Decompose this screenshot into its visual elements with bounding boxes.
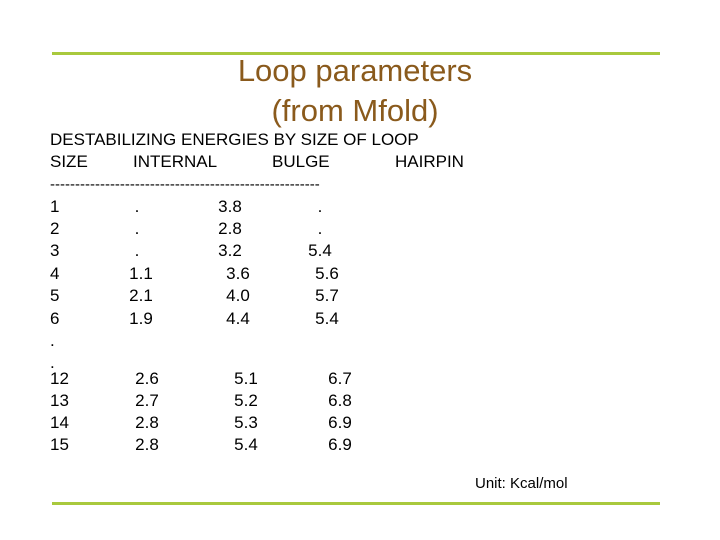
cell: 6.9: [328, 435, 352, 454]
cell: 2.8: [218, 219, 242, 238]
cell: 2.8: [135, 435, 159, 454]
cell: 5.1: [234, 369, 258, 388]
cell: .: [317, 219, 323, 238]
cell: 5.6: [315, 264, 339, 283]
cell: 6.7: [328, 369, 352, 388]
cell: 2.1: [129, 286, 153, 305]
cell: 1: [50, 197, 60, 216]
cell: 4.0: [226, 286, 250, 305]
cell: 6.8: [328, 391, 352, 410]
cell: 3.6: [226, 264, 250, 283]
cell: 14: [50, 413, 69, 432]
cell: .: [50, 353, 55, 372]
top-rule: [52, 52, 660, 55]
cell: 2.6: [135, 369, 159, 388]
separator: ----------------------------------------…: [50, 176, 320, 193]
cell: 4: [50, 264, 60, 283]
title-line: Loop parameters: [237, 53, 473, 88]
cell: 12: [50, 369, 69, 388]
table-heading: DESTABILIZING ENERGIES BY SIZE OF LOOP: [50, 130, 419, 149]
cell: 15: [50, 435, 69, 454]
cell: 2.8: [135, 413, 159, 432]
cell: 5.4: [308, 241, 332, 260]
column-header: HAIRPIN: [395, 152, 464, 171]
column-header: SIZE: [50, 152, 88, 171]
cell: .: [50, 331, 55, 350]
cell: 2.7: [135, 391, 159, 410]
bottom-rule: [52, 502, 660, 505]
cell: 13: [50, 391, 69, 410]
cell: 6.9: [328, 413, 352, 432]
cell: 6: [50, 309, 60, 328]
unit-note: Unit: Kcal/mol: [475, 475, 568, 492]
cell: .: [134, 241, 140, 260]
cell: 1.9: [129, 309, 153, 328]
cell: 3.2: [218, 241, 242, 260]
cell: 1.1: [129, 264, 153, 283]
cell: 5.7: [315, 286, 339, 305]
cell: 4.4: [226, 309, 250, 328]
cell: 5: [50, 286, 60, 305]
cell: .: [134, 197, 140, 216]
column-header: INTERNAL: [133, 152, 218, 171]
cell: 2: [50, 219, 60, 238]
cell: 5.2: [234, 391, 258, 410]
cell: 5.4: [234, 435, 258, 454]
cell: 5.3: [234, 413, 258, 432]
cell: 3: [50, 241, 60, 260]
column-header: BULGE: [272, 152, 330, 171]
cell: 3.8: [218, 197, 242, 216]
cell: .: [317, 197, 323, 216]
cell: .: [134, 219, 140, 238]
cell: 5.4: [315, 309, 339, 328]
title-line: (from Mfold): [271, 93, 439, 128]
